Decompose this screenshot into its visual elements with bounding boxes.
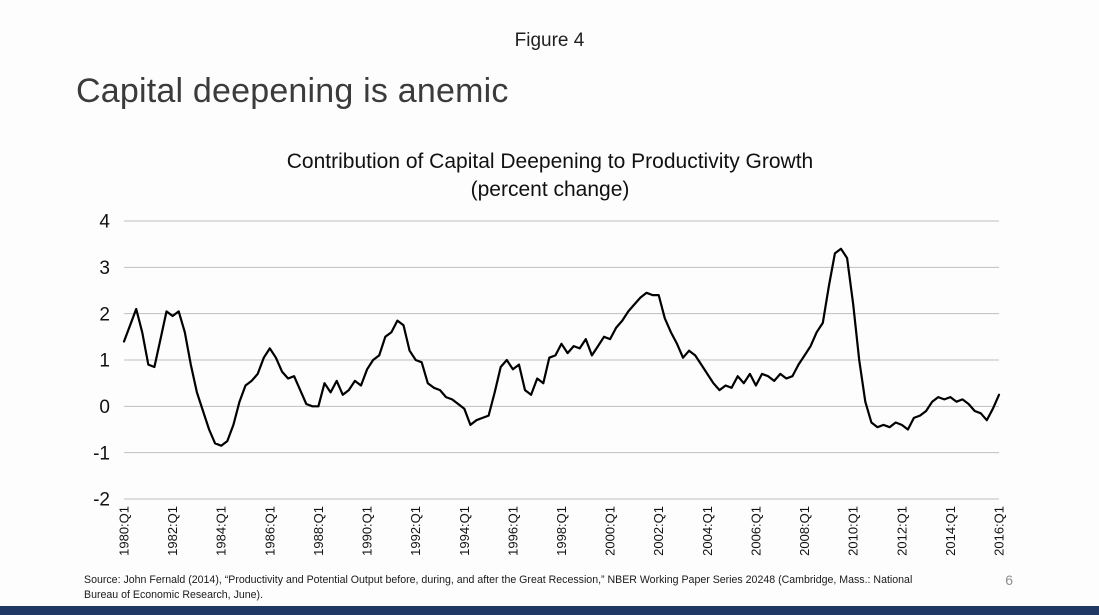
source-note: Source: John Fernald (2014), “Productivi… bbox=[84, 574, 913, 601]
page-number: 6 bbox=[1005, 572, 1013, 588]
chart-subtitle: (percent change) bbox=[470, 178, 630, 202]
svg-text:1994:Q1: 1994:Q1 bbox=[457, 506, 472, 556]
svg-text:2006:Q1: 2006:Q1 bbox=[748, 506, 763, 556]
chart-title: Contribution of Capital Deepening to Pro… bbox=[286, 150, 814, 173]
svg-text:0: 0 bbox=[99, 397, 110, 418]
data-line bbox=[122, 247, 1001, 447]
svg-text:2012:Q1: 2012:Q1 bbox=[894, 506, 909, 556]
svg-text:1996:Q1: 1996:Q1 bbox=[505, 506, 520, 556]
svg-text:1998:Q1: 1998:Q1 bbox=[554, 506, 569, 556]
svg-text:1980:Q1: 1980:Q1 bbox=[117, 506, 132, 556]
svg-text:2002:Q1: 2002:Q1 bbox=[651, 506, 666, 556]
svg-text:2008:Q1: 2008:Q1 bbox=[797, 506, 812, 556]
y-gridlines bbox=[124, 220, 999, 500]
svg-text:1992:Q1: 1992:Q1 bbox=[408, 506, 423, 556]
y-tick-labels: 4 3 2 1 0 -1 -2 bbox=[93, 211, 110, 510]
x-tick-labels: 1980:Q1 1982:Q1 1984:Q1 1986:Q1 1988:Q1 1990:… bbox=[117, 506, 1007, 556]
svg-text:1984:Q1: 1984:Q1 bbox=[214, 506, 229, 556]
slide-title: Capital deepening is anemic bbox=[76, 72, 509, 110]
svg-text:2000:Q1: 2000:Q1 bbox=[603, 506, 618, 556]
chart-area: Contribution of Capital Deepening to Pro… bbox=[80, 148, 1020, 577]
svg-text:2016:Q1: 2016:Q1 bbox=[992, 506, 1007, 556]
svg-text:1988:Q1: 1988:Q1 bbox=[311, 506, 326, 556]
footer-accent-bar bbox=[0, 606, 1099, 615]
svg-text:2014:Q1: 2014:Q1 bbox=[943, 506, 958, 556]
svg-text:1: 1 bbox=[99, 350, 110, 371]
svg-text:2: 2 bbox=[99, 304, 110, 325]
svg-text:-1: -1 bbox=[93, 443, 110, 464]
svg-text:1986:Q1: 1986:Q1 bbox=[262, 506, 277, 556]
svg-text:1990:Q1: 1990:Q1 bbox=[360, 506, 375, 556]
svg-text:2010:Q1: 2010:Q1 bbox=[846, 506, 861, 556]
svg-text:4: 4 bbox=[99, 211, 110, 232]
svg-text:3: 3 bbox=[99, 258, 110, 279]
svg-text:-2: -2 bbox=[93, 489, 110, 510]
svg-text:2004:Q1: 2004:Q1 bbox=[700, 506, 715, 556]
svg-text:1982:Q1: 1982:Q1 bbox=[165, 506, 180, 556]
figure-label: Figure 4 bbox=[514, 30, 585, 51]
